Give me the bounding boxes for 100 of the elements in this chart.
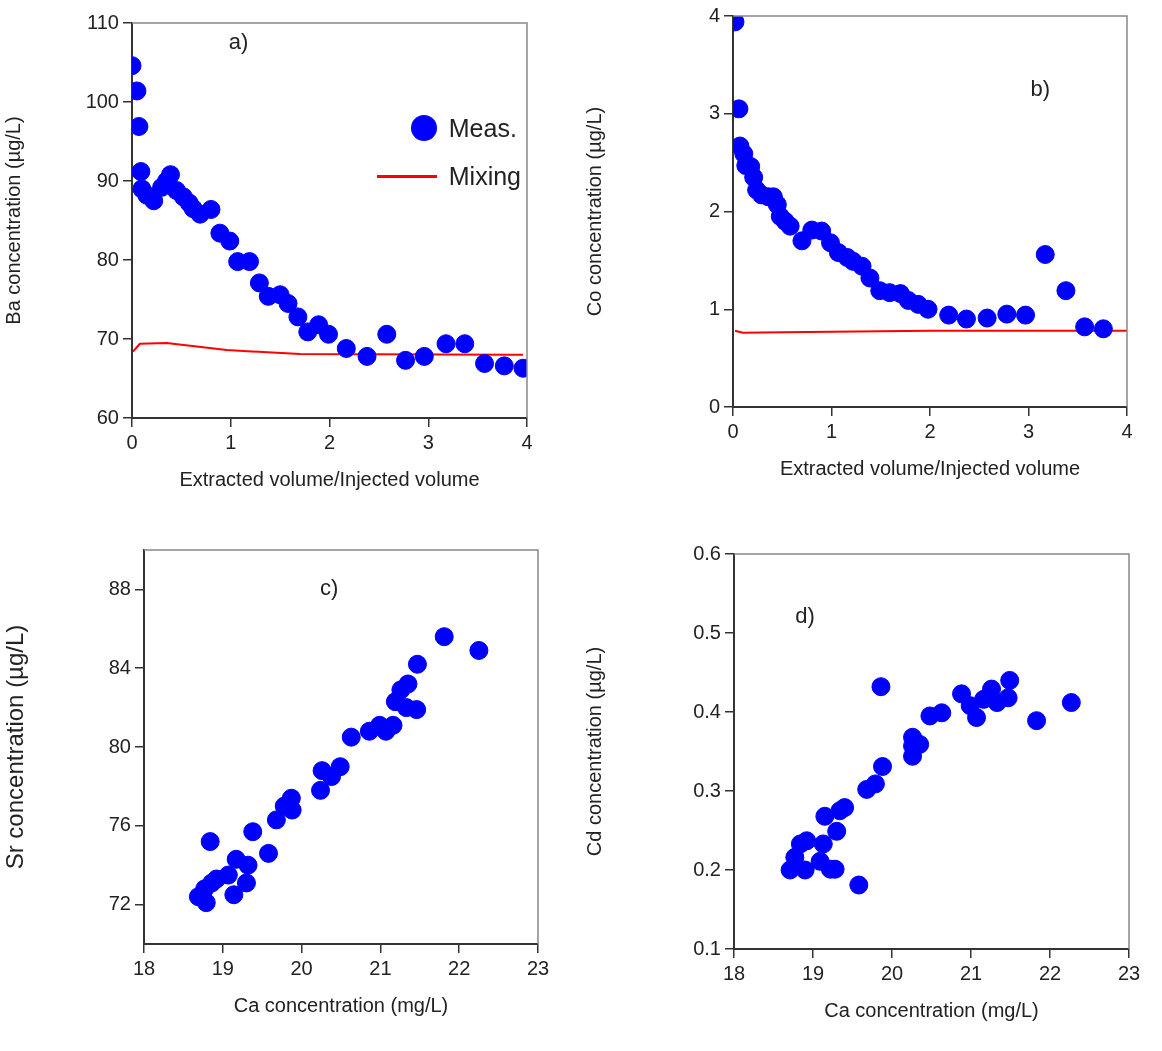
y-tick-label: 80 bbox=[96, 247, 119, 270]
point bbox=[967, 708, 987, 728]
point bbox=[377, 324, 397, 344]
point bbox=[330, 757, 350, 777]
x-tick-label: 2 bbox=[323, 430, 336, 453]
point bbox=[1035, 245, 1055, 265]
y-tick-label: 100 bbox=[85, 89, 119, 112]
point bbox=[161, 165, 181, 185]
point bbox=[407, 654, 427, 674]
point bbox=[469, 640, 489, 660]
point bbox=[865, 774, 885, 794]
y-tick-label: 1 bbox=[708, 296, 720, 319]
point bbox=[336, 338, 356, 358]
y-tick-label: 4 bbox=[708, 3, 720, 26]
point bbox=[1061, 693, 1081, 713]
y-tick-label: 84 bbox=[108, 655, 131, 678]
x-axis-title: Ca concentration (mg/L) bbox=[233, 993, 449, 1016]
point bbox=[873, 757, 893, 777]
point bbox=[238, 855, 258, 875]
x-tick-label: 18 bbox=[722, 961, 746, 984]
y-tick-label: 90 bbox=[96, 168, 119, 191]
y-tick-label: 0 bbox=[708, 394, 720, 417]
point bbox=[849, 875, 869, 895]
legend-label: Mixing bbox=[448, 161, 521, 192]
point bbox=[319, 324, 339, 344]
x-tick-label: 4 bbox=[521, 430, 533, 453]
point bbox=[236, 873, 256, 893]
y-tick-label: 0.5 bbox=[693, 620, 721, 643]
point bbox=[475, 353, 495, 373]
x-tick-label: 1 bbox=[825, 419, 838, 442]
x-axis-title: Extracted volume/Injected volume bbox=[779, 456, 1081, 479]
x-tick-label: 20 bbox=[880, 961, 904, 984]
point bbox=[795, 860, 815, 880]
point bbox=[434, 627, 454, 647]
point bbox=[813, 834, 833, 854]
y-tick-label: 60 bbox=[96, 405, 119, 428]
y-tick-label: 0.1 bbox=[693, 936, 721, 959]
point bbox=[1093, 319, 1113, 339]
point bbox=[357, 346, 377, 366]
point bbox=[1027, 711, 1047, 731]
annotation: a) bbox=[228, 28, 249, 54]
point bbox=[797, 831, 817, 851]
x-tick-label: 0 bbox=[727, 419, 739, 442]
point bbox=[249, 273, 269, 293]
point bbox=[835, 798, 855, 818]
point bbox=[932, 703, 952, 723]
legend-label: Meas. bbox=[448, 113, 518, 144]
x-tick-label: 2 bbox=[924, 419, 936, 442]
point bbox=[240, 252, 260, 272]
y-axis-title: Ba concentration (µg/L) bbox=[1, 116, 24, 325]
x-tick-label: 20 bbox=[290, 956, 313, 979]
point bbox=[780, 216, 800, 236]
point bbox=[1000, 670, 1020, 690]
point bbox=[288, 307, 308, 327]
point bbox=[144, 191, 164, 211]
point bbox=[266, 810, 286, 830]
y-tick-label: 76 bbox=[108, 813, 131, 836]
y-tick-label: 88 bbox=[108, 576, 131, 599]
y-tick-label: 0.6 bbox=[693, 541, 721, 564]
point bbox=[827, 821, 847, 841]
point bbox=[218, 865, 238, 885]
point bbox=[939, 305, 959, 325]
point bbox=[1016, 305, 1036, 325]
point bbox=[398, 674, 418, 694]
y-tick-label: 70 bbox=[96, 326, 119, 349]
point bbox=[860, 268, 880, 288]
annotation: b) bbox=[1030, 76, 1051, 102]
y-tick-label: 0.4 bbox=[693, 699, 721, 722]
y-axis-title: Co concentration (µg/L) bbox=[582, 106, 605, 317]
x-tick-label: 3 bbox=[422, 430, 434, 453]
point bbox=[220, 231, 240, 251]
point bbox=[396, 350, 416, 370]
point bbox=[278, 293, 298, 313]
x-tick-label: 22 bbox=[448, 956, 471, 979]
point bbox=[1075, 317, 1095, 337]
x-tick-label: 3 bbox=[1022, 419, 1035, 442]
point bbox=[243, 822, 263, 842]
x-tick-label: 23 bbox=[1117, 961, 1141, 984]
point bbox=[871, 677, 891, 697]
y-tick-label: 0.3 bbox=[693, 778, 721, 801]
point bbox=[224, 885, 244, 905]
point bbox=[977, 308, 997, 328]
x-axis-title: Ca concentration (mg/L) bbox=[824, 998, 1039, 1021]
point bbox=[998, 688, 1018, 708]
y-tick-label: 2 bbox=[708, 199, 720, 222]
point bbox=[1056, 281, 1076, 301]
point bbox=[259, 843, 278, 863]
y-axis-title: Cd concentration (µg/L) bbox=[582, 646, 605, 857]
y-tick-label: 0.2 bbox=[693, 857, 721, 880]
point bbox=[494, 356, 514, 376]
x-tick-label: 18 bbox=[132, 956, 156, 979]
point bbox=[815, 806, 835, 826]
point bbox=[132, 162, 151, 182]
y-tick-label: 72 bbox=[108, 892, 131, 915]
x-tick-label: 21 bbox=[369, 956, 392, 979]
x-tick-label: 23 bbox=[526, 956, 550, 979]
point bbox=[918, 299, 938, 319]
x-tick-label: 21 bbox=[959, 961, 983, 984]
x-tick-label: 4 bbox=[1121, 419, 1133, 442]
point bbox=[997, 304, 1017, 324]
